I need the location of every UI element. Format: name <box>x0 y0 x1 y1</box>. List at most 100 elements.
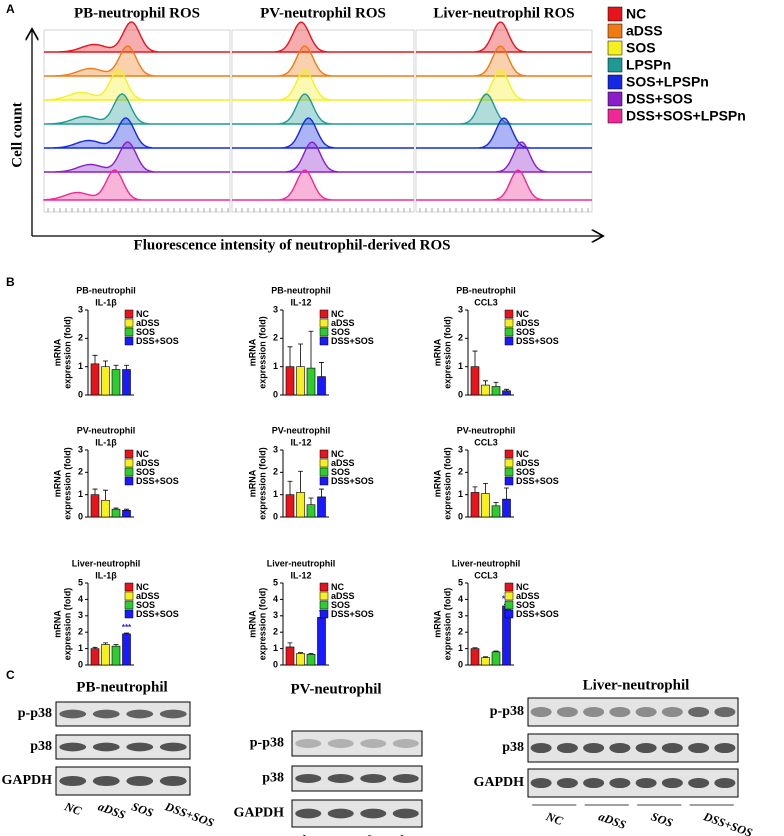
legend-label: DSS+SOS <box>331 476 374 486</box>
histogram-trace <box>44 117 230 149</box>
histogram-trace <box>232 117 414 149</box>
blot-band <box>635 742 657 754</box>
legend-label: aDSS <box>136 458 160 468</box>
legend-swatch <box>504 309 514 319</box>
legend-label: SOS+LPSPn <box>626 74 709 90</box>
chart-title: IL-12 <box>290 570 311 580</box>
bar <box>101 499 110 518</box>
error-bar <box>113 507 119 510</box>
y-tick-label: 5 <box>273 577 278 587</box>
blot-row-label: p-p38 <box>490 704 524 719</box>
chart-title: CCL3 <box>474 297 498 307</box>
legend-label: DSS+SOS <box>136 609 179 619</box>
bar <box>306 654 316 666</box>
panel-label: B <box>6 275 15 289</box>
blot-band <box>556 777 578 789</box>
blot-band <box>661 706 683 718</box>
y-axis-label: expression (fold) <box>257 588 267 661</box>
histogram-trace <box>232 169 414 201</box>
histogram-title: PB-neutrophil ROS <box>74 5 200 21</box>
x-axis-label: Fluorescence intensity of neutrophil-der… <box>134 237 451 253</box>
legend-label: SOS <box>516 600 535 610</box>
y-tick-label: 0 <box>458 389 463 399</box>
error-bar <box>308 497 314 505</box>
bar <box>470 648 480 666</box>
lane-label: DSS+SOS <box>701 809 755 836</box>
error-bar <box>504 388 509 391</box>
error-bar <box>92 354 98 364</box>
y-tick-label: 1 <box>78 643 83 653</box>
y-axis-label: mRNA <box>432 338 442 366</box>
legend-label: DSS+SOS <box>626 91 693 107</box>
y-axis-label: expression (fold) <box>442 447 452 520</box>
legend-swatch <box>124 591 134 601</box>
y-tick-label: 2 <box>273 333 278 343</box>
y-tick-label: 2 <box>273 467 278 477</box>
histogram-trace <box>416 141 592 173</box>
legend-swatch <box>124 318 134 328</box>
error-bar <box>92 488 98 495</box>
blot-band <box>688 706 710 718</box>
y-tick-label: 0 <box>78 389 83 399</box>
blot-band <box>583 777 605 789</box>
y-tick-label: 0 <box>78 511 83 521</box>
chart-title: Liver-neutrophil <box>267 558 336 568</box>
blot-band <box>609 777 631 789</box>
chart-title: CCL3 <box>474 570 498 580</box>
error-bar <box>483 483 488 494</box>
y-tick-label: 4 <box>78 594 83 604</box>
legend-label: NC <box>516 582 529 592</box>
error-bar <box>483 380 488 386</box>
legend-label: aDSS <box>516 591 540 601</box>
y-tick-label: 1 <box>78 489 83 499</box>
chart-title: IL-1β <box>95 570 117 580</box>
legend-swatch <box>124 309 134 319</box>
bar <box>306 367 316 396</box>
blot-band <box>295 739 322 748</box>
error-bar <box>472 647 478 649</box>
legend-swatch <box>124 458 134 468</box>
y-axis-label: expression (fold) <box>257 447 267 520</box>
chart-title: IL-1β <box>95 297 117 307</box>
bar <box>481 657 490 666</box>
legend-swatch <box>504 591 514 601</box>
chart-title: PV-neutrophil <box>457 425 516 435</box>
chart-title: PV-neutrophil <box>77 425 136 435</box>
histogram-trace <box>416 117 592 149</box>
legend-label: DSS+SOS <box>136 336 179 346</box>
y-axis-label: mRNA <box>52 610 62 638</box>
legend-label: NC <box>331 582 344 592</box>
y-tick-label: 3 <box>273 304 278 314</box>
y-tick-label: 1 <box>273 643 278 653</box>
error-bar <box>493 381 499 387</box>
significance-label: *** <box>122 623 132 632</box>
histogram-trace <box>232 21 414 53</box>
y-tick-label: 2 <box>78 467 83 477</box>
lane-label: SOS <box>649 809 675 830</box>
chart-title: IL-1β <box>95 437 117 447</box>
legend-label: DSS+SOS <box>331 336 374 346</box>
blot-band <box>609 742 631 754</box>
legend-label: aDSS <box>516 458 540 468</box>
blot-band <box>530 706 552 718</box>
legend-label: NC <box>136 449 149 459</box>
histogram-title: PV-neutrophil ROS <box>260 5 386 21</box>
error-bar <box>483 656 488 658</box>
blot-band <box>360 774 387 783</box>
legend-swatch <box>124 327 134 337</box>
error-bar <box>287 480 293 495</box>
lane-label: NC <box>297 831 319 836</box>
y-axis-label: expression (fold) <box>257 316 267 389</box>
error-bar <box>319 488 324 497</box>
legend-label: DSS+SOS <box>331 609 374 619</box>
histogram-trace <box>44 141 230 173</box>
legend-label: aDSS <box>136 591 160 601</box>
y-tick-label: 0 <box>273 511 278 521</box>
histogram-title: Liver-neutrophil ROS <box>433 5 574 21</box>
error-bar <box>113 644 119 647</box>
chart-title: Liver-neutrophil <box>452 558 521 568</box>
legend-label: aDSS <box>331 458 355 468</box>
bar <box>317 617 326 666</box>
histogram-trace <box>416 93 592 125</box>
blot-band <box>92 775 120 787</box>
